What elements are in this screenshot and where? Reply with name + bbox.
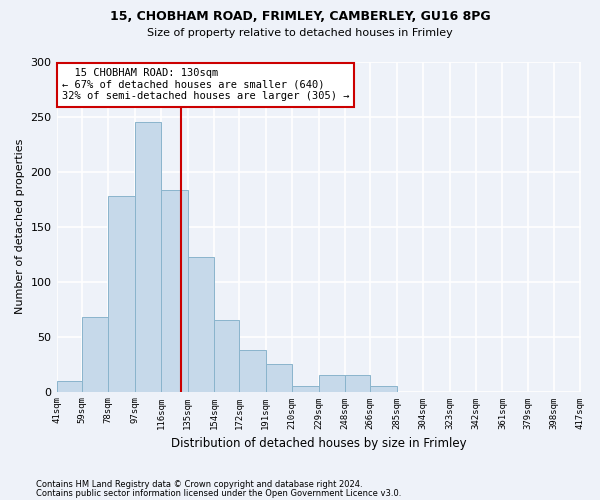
Bar	[161, 190, 188, 392]
Bar	[214, 320, 239, 392]
Bar	[370, 386, 397, 392]
X-axis label: Distribution of detached houses by size in Frimley: Distribution of detached houses by size …	[171, 437, 466, 450]
Bar	[266, 364, 292, 392]
Bar	[188, 258, 214, 392]
Text: Size of property relative to detached houses in Frimley: Size of property relative to detached ho…	[147, 28, 453, 38]
Y-axis label: Number of detached properties: Number of detached properties	[15, 139, 25, 314]
Text: Contains public sector information licensed under the Open Government Licence v3: Contains public sector information licen…	[36, 489, 401, 498]
Bar	[239, 350, 266, 392]
Bar	[319, 375, 345, 392]
Text: Contains HM Land Registry data © Crown copyright and database right 2024.: Contains HM Land Registry data © Crown c…	[36, 480, 362, 489]
Bar	[292, 386, 319, 392]
Bar	[108, 196, 134, 392]
Text: 15 CHOBHAM ROAD: 130sqm  
← 67% of detached houses are smaller (640)
32% of semi: 15 CHOBHAM ROAD: 130sqm ← 67% of detache…	[62, 68, 349, 102]
Bar	[345, 375, 370, 392]
Bar	[134, 122, 161, 392]
Text: 15, CHOBHAM ROAD, FRIMLEY, CAMBERLEY, GU16 8PG: 15, CHOBHAM ROAD, FRIMLEY, CAMBERLEY, GU…	[110, 10, 490, 23]
Bar	[56, 380, 82, 392]
Bar	[82, 316, 108, 392]
